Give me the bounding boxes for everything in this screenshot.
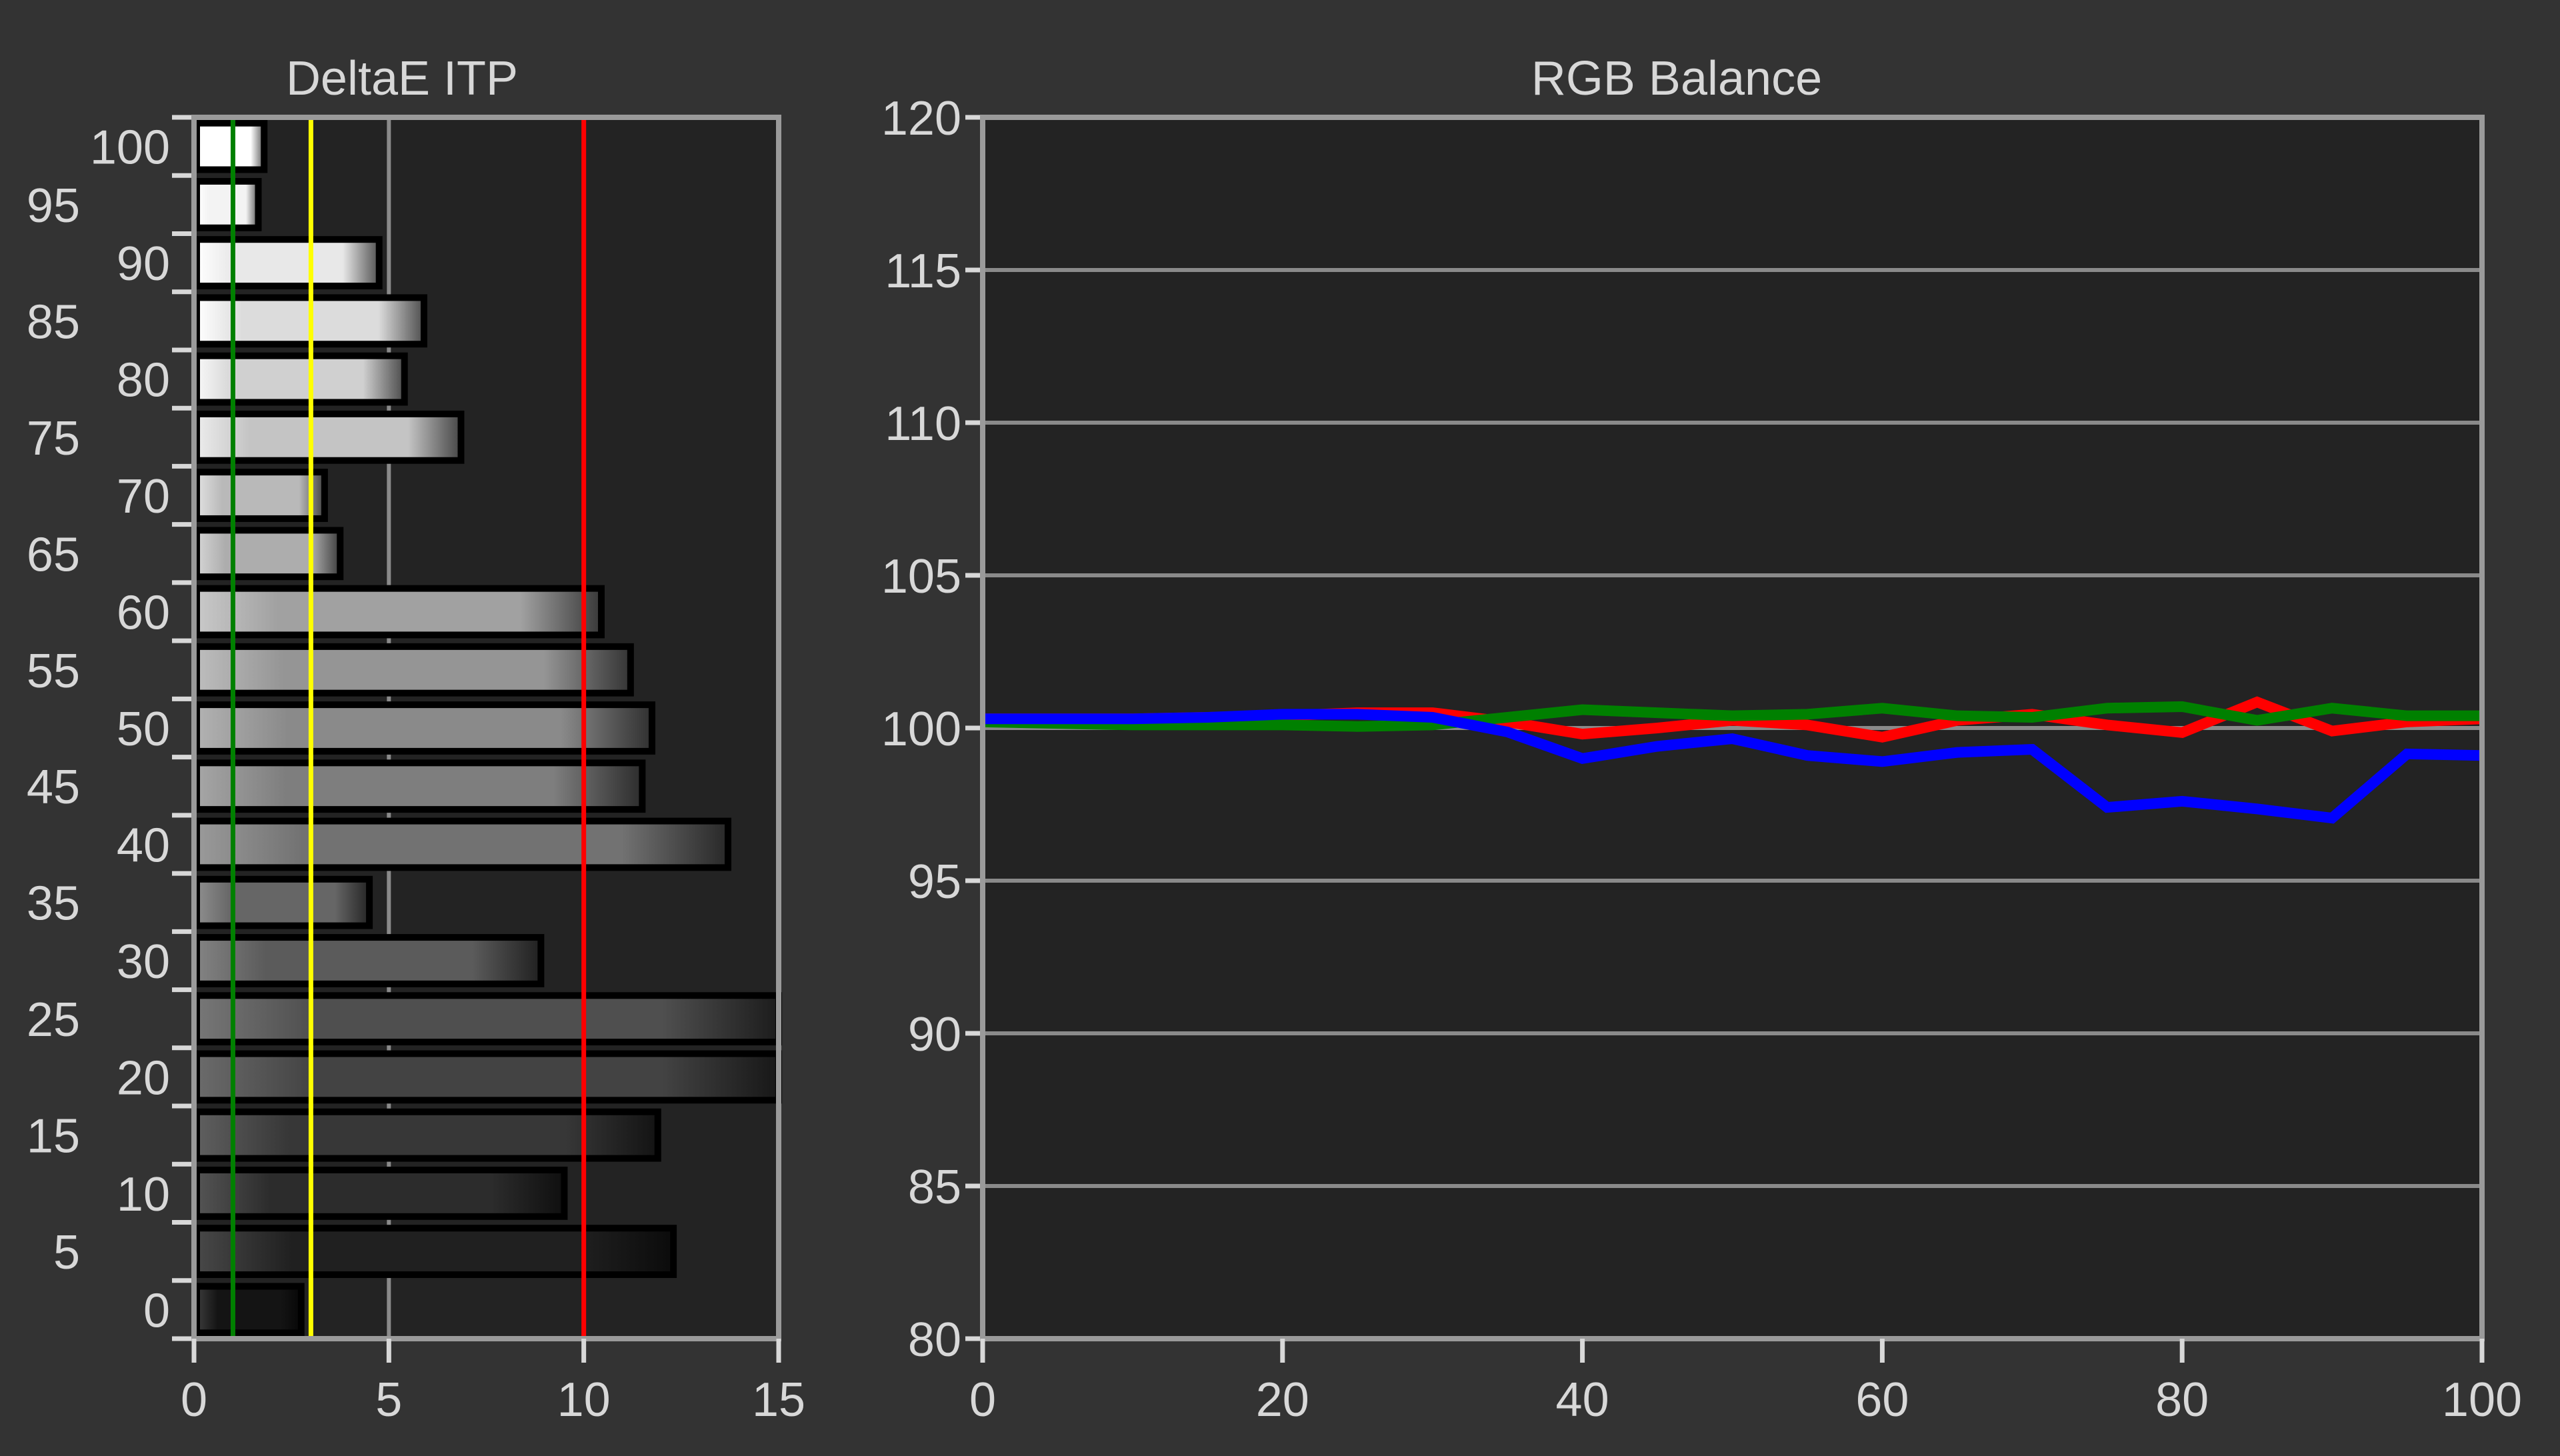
y-tick-label: 110 <box>885 397 961 451</box>
x-tick-label: 10 <box>557 1373 611 1427</box>
y-tick-label: 80 <box>117 354 170 407</box>
bar-55 <box>193 643 634 697</box>
y-tick-label: 100 <box>90 121 170 175</box>
y-tick-label: 95 <box>27 179 80 233</box>
y-tick-label: 45 <box>27 761 80 814</box>
bar-5 <box>193 1225 677 1279</box>
bar-20 <box>193 1050 782 1104</box>
x-tick-label: 40 <box>1556 1373 1609 1427</box>
y-tick-label: 25 <box>27 993 80 1047</box>
bar-100 <box>193 119 268 173</box>
x-tick-label: 60 <box>1855 1373 1909 1427</box>
y-tick-label: 95 <box>908 855 961 909</box>
bar-0 <box>193 1283 305 1337</box>
y-tick-label: 70 <box>117 470 170 523</box>
y-tick-label: 5 <box>53 1226 80 1279</box>
y-tick-label: 90 <box>117 237 170 291</box>
y-tick-label: 100 <box>881 703 961 756</box>
y-tick-label: 120 <box>881 92 961 145</box>
y-tick-label: 85 <box>27 295 80 349</box>
y-tick-label: 0 <box>143 1284 170 1337</box>
deltae-chart-title: DeltaE ITP <box>286 52 518 105</box>
rgb-chart-title: RGB Balance <box>1531 52 1822 105</box>
x-tick-label: 0 <box>969 1373 996 1427</box>
x-tick-label: 100 <box>2442 1373 2522 1427</box>
y-tick-label: 105 <box>881 550 961 603</box>
y-tick-label: 30 <box>117 935 170 989</box>
y-tick-label: 80 <box>908 1313 961 1367</box>
x-tick-label: 15 <box>752 1373 805 1427</box>
plot-frame <box>191 115 781 1341</box>
bar-80 <box>193 352 408 406</box>
y-tick-label: 60 <box>117 587 170 640</box>
bar-40 <box>193 817 731 871</box>
y-tick-label: 55 <box>27 645 80 698</box>
y-tick-label: 10 <box>117 1168 170 1221</box>
bar-25 <box>193 992 782 1046</box>
bar-65 <box>193 527 344 581</box>
x-tick-label: 20 <box>1256 1373 1309 1427</box>
x-tick-label: 5 <box>375 1373 402 1427</box>
y-tick-label: 50 <box>117 703 170 756</box>
y-tick-label: 15 <box>27 1110 80 1163</box>
bar-30 <box>193 934 545 987</box>
y-tick-label: 20 <box>117 1051 170 1105</box>
bar-95 <box>193 177 262 231</box>
deltae-chart: 0510152025303540455055606570758085909510… <box>27 115 805 1427</box>
bar-10 <box>193 1167 568 1220</box>
bar-35 <box>193 875 373 929</box>
y-tick-label: 40 <box>117 819 170 872</box>
bar-45 <box>193 759 646 813</box>
rgb-balance-chart: 80 85 90 95 100 105 110 115 120 0 20 40 60 80 100 <box>881 92 2522 1427</box>
bar-50 <box>193 701 655 755</box>
bar-15 <box>193 1108 661 1162</box>
bar-75 <box>193 410 465 464</box>
y-tick-label: 75 <box>27 412 80 465</box>
series-line-green <box>982 701 2482 732</box>
x-tick-label: 0 <box>181 1373 207 1427</box>
bar-70 <box>193 469 328 522</box>
plot-frame <box>980 115 2485 1341</box>
y-tick-label: 85 <box>908 1161 961 1214</box>
bar-90 <box>193 236 383 289</box>
series-line-blue <box>983 709 2483 824</box>
y-tick-label: 90 <box>908 1008 961 1061</box>
y-tick-label: 115 <box>885 245 961 298</box>
x-tick-label: 80 <box>2155 1373 2209 1427</box>
y-tick-label: 65 <box>27 528 80 581</box>
y-tick-label: 35 <box>27 877 80 931</box>
bar-60 <box>193 585 605 639</box>
